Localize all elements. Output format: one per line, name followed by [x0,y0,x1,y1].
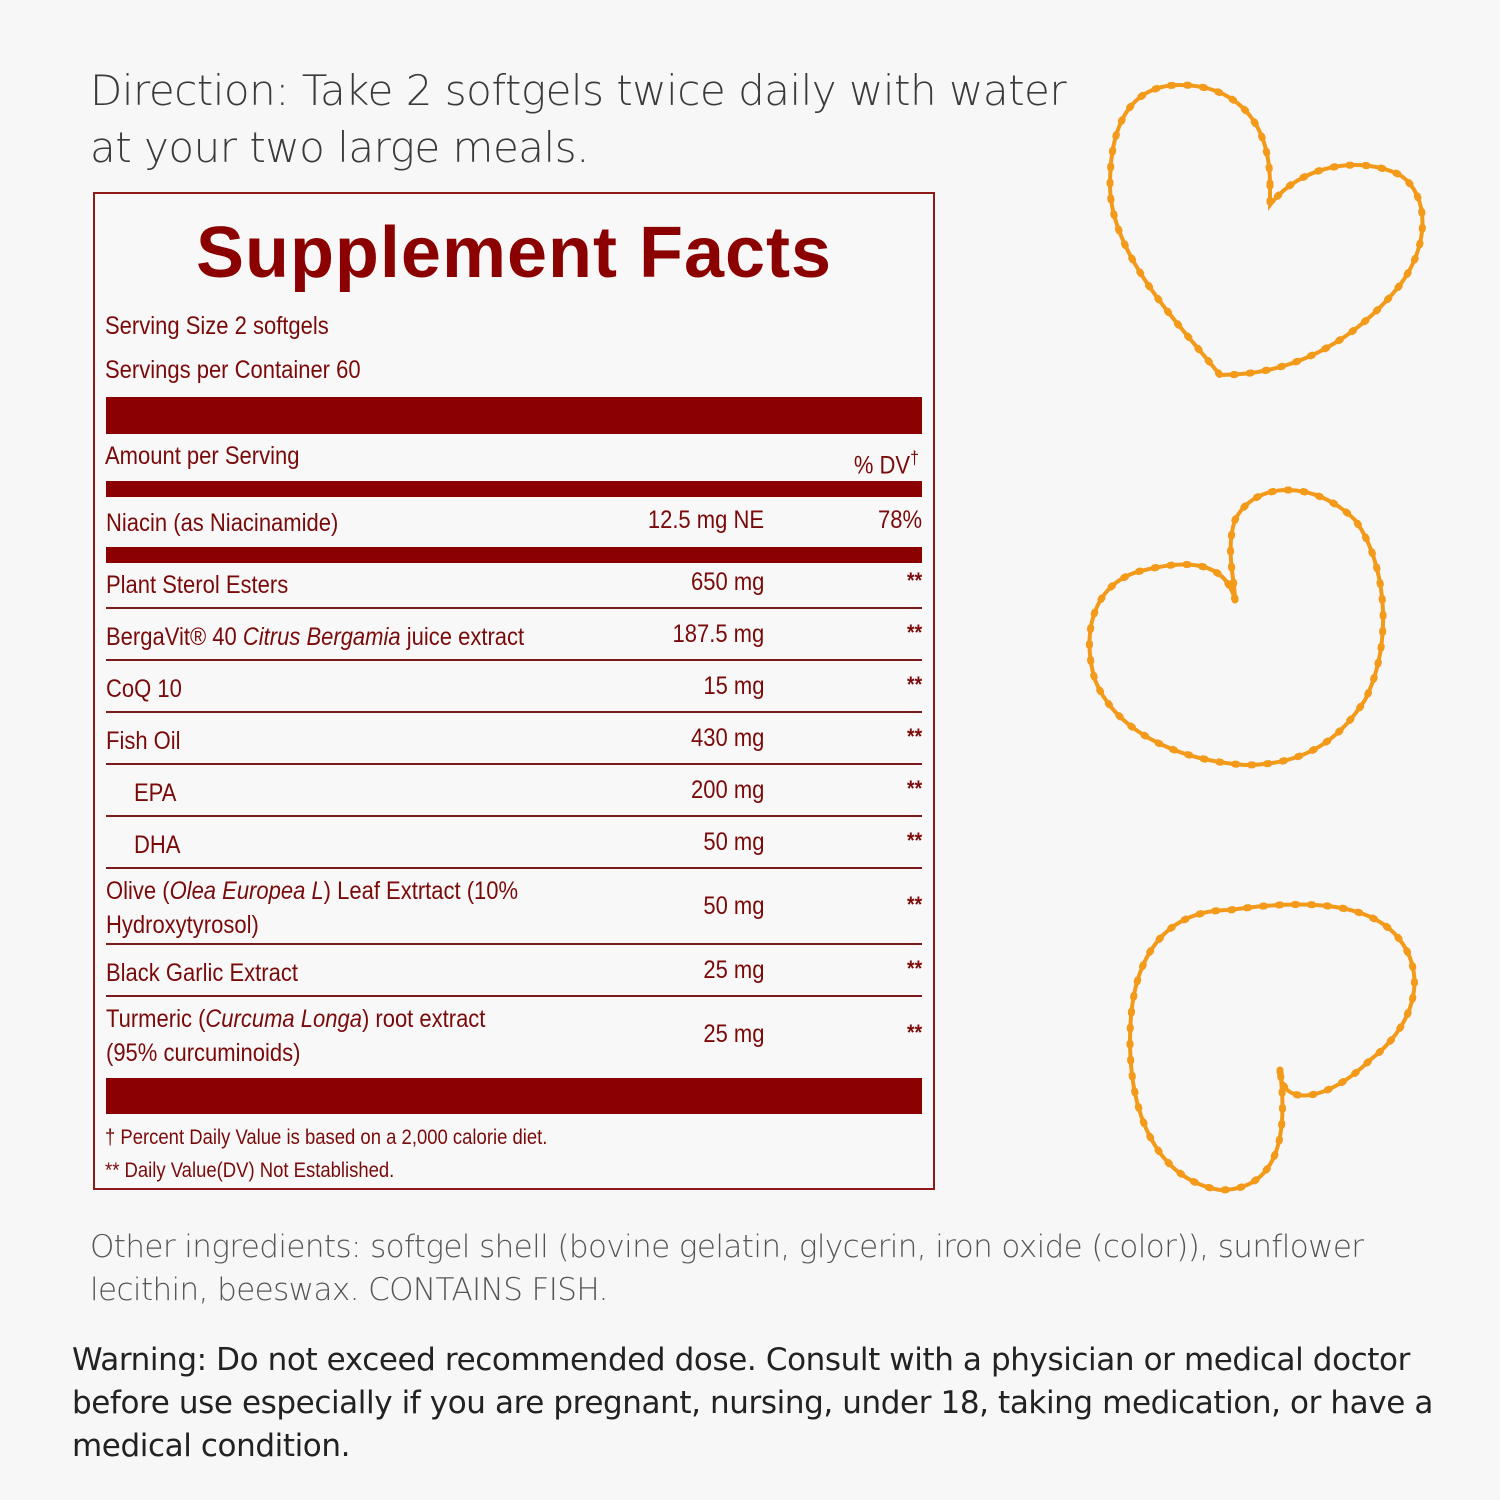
serving-size: Serving Size 2 softgels [105,312,329,340]
nutrient-row-niacin: Niacin (as Niacinamide) 12.5 mg NE 78% [106,506,922,537]
thick-divider [106,397,922,434]
heart-icon [1106,81,1426,379]
panel-title: Supplement Facts [195,213,833,293]
heart-icon [1126,900,1418,1194]
other-ingredients: Other ingredients: softgel shell (bovine… [90,1229,1364,1308]
warning-text: Warning: Do not exceed recommended dose.… [72,1342,1433,1464]
medium-divider [106,547,922,563]
footnote-not-established: ** Daily Value(DV) Not Established. [105,1159,395,1182]
dv-header: % DV† [853,448,919,480]
amount-header: Amount per Serving [105,442,300,470]
servings-per-container: Servings per Container 60 [105,356,361,384]
thick-divider [106,1078,922,1114]
supplement-facts-panel: Supplement Facts Serving Size 2 softgels… [93,192,935,1190]
direction-text: Direction: Take 2 softgels twice daily w… [90,66,1067,172]
footnote-dv: † Percent Daily Value is based on a 2,00… [105,1126,548,1149]
medium-divider [106,481,922,497]
heart-icon [1085,486,1387,769]
